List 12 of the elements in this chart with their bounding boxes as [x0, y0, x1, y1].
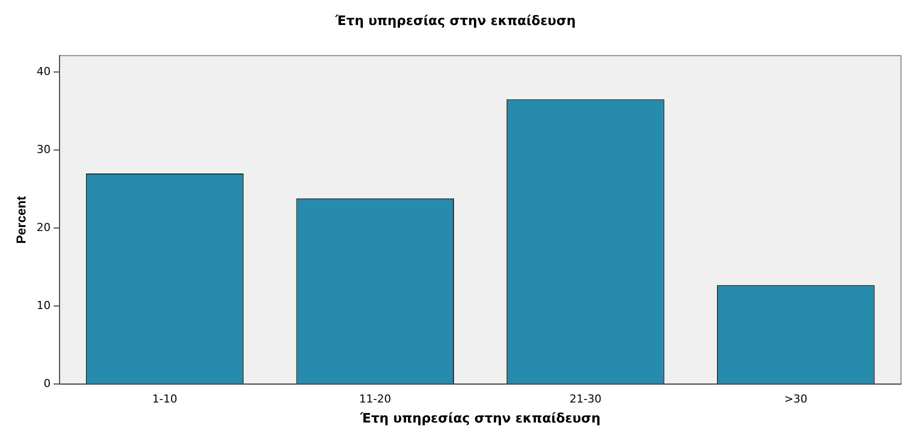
- y-tick-label: 0: [44, 377, 51, 390]
- chart-title: Έτη υπηρεσίας στην εκπαίδευση: [334, 14, 576, 30]
- y-tick-label: 10: [36, 299, 51, 312]
- x-tick-label: >30: [784, 392, 808, 406]
- y-axis-title: Percent: [13, 195, 28, 244]
- x-tick-label: 11-20: [359, 392, 392, 406]
- x-tick-label: 21-30: [569, 392, 602, 406]
- x-axis-title: Έτη υπηρεσίας στην εκπαίδευση: [359, 412, 601, 427]
- y-tick-label: 40: [36, 64, 51, 78]
- y-tick-label: 30: [36, 142, 51, 156]
- x-tick-label: 1-10: [152, 392, 178, 406]
- y-tick-label: 20: [36, 220, 51, 234]
